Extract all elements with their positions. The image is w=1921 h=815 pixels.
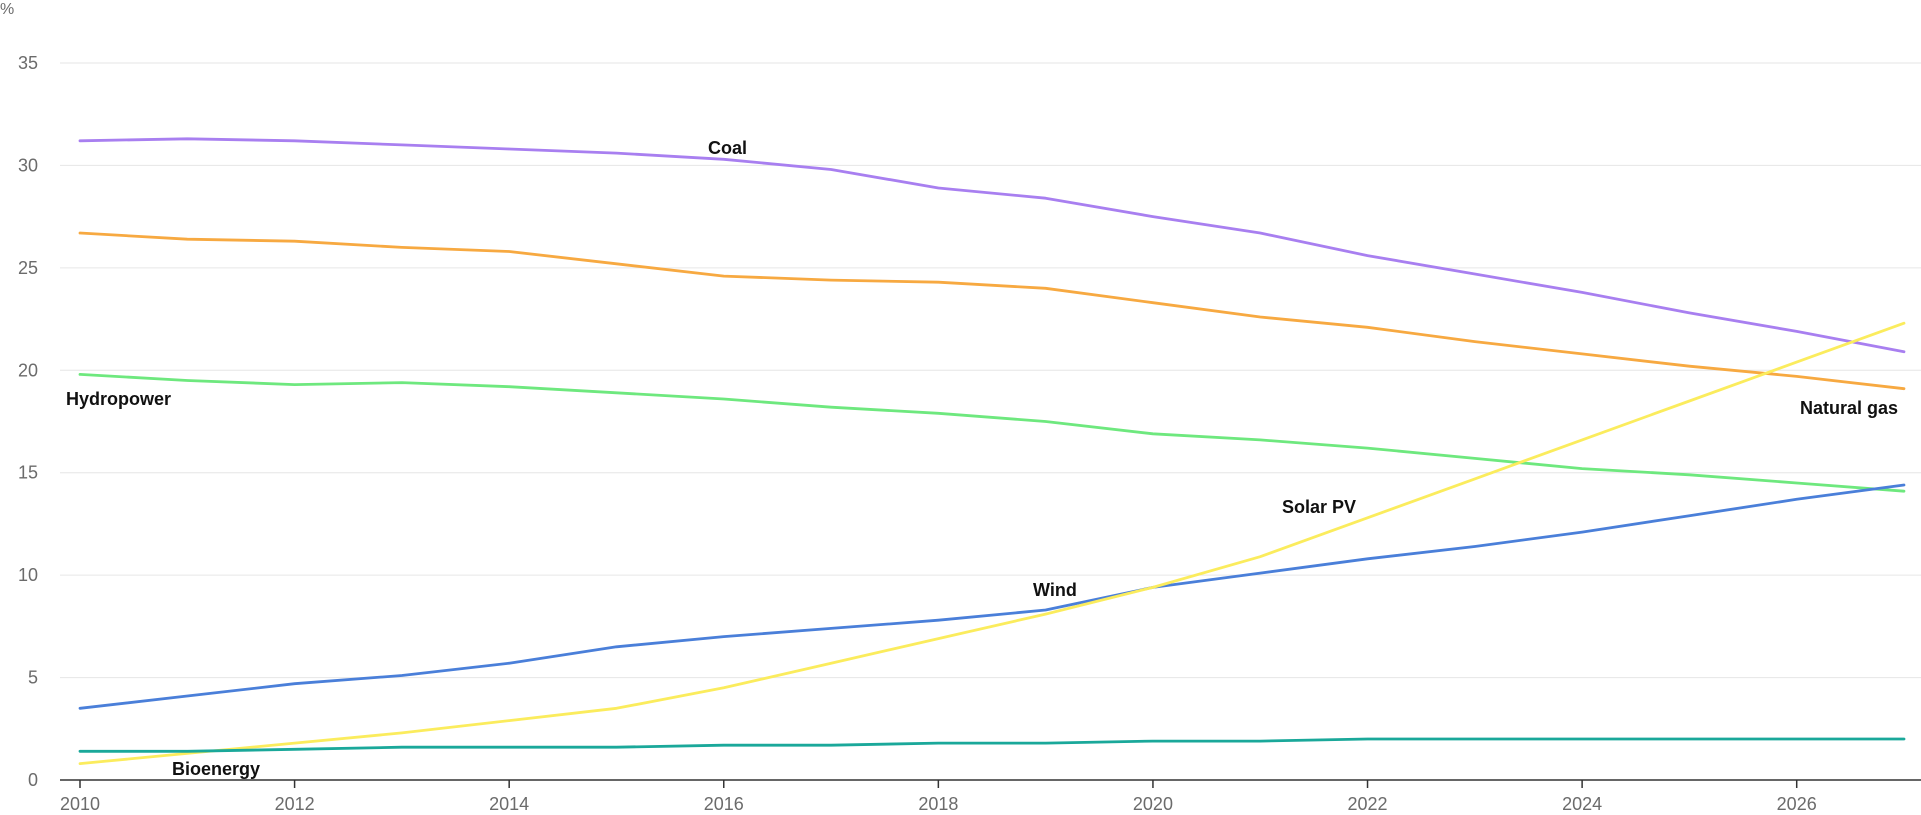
y-tick-label: 5: [28, 668, 38, 688]
y-tick-label: 20: [18, 360, 38, 380]
x-tick-label: 2020: [1133, 794, 1173, 814]
x-axis-tick-labels: 2010 2012 2014 2016 2018 2020 2022 2024 2026: [60, 780, 1817, 814]
x-tick-label: 2026: [1777, 794, 1817, 814]
y-tick-label: 15: [18, 463, 38, 483]
y-axis-unit-label: %: [0, 1, 14, 18]
series-label-hydropower: Hydropower: [66, 389, 171, 409]
series-label-solar-pv: Solar PV: [1282, 497, 1356, 517]
y-tick-label: 0: [28, 770, 38, 790]
x-tick-label: 2014: [489, 794, 529, 814]
series-line-coal: [78, 137, 1906, 354]
y-tick-label: 25: [18, 258, 38, 278]
series-line-natural-gas: [78, 231, 1906, 391]
series-label-wind: Wind: [1033, 580, 1077, 600]
series-label-coal: Coal: [708, 138, 747, 158]
series-line-bioenergy: [78, 737, 1906, 753]
y-tick-label: 30: [18, 155, 38, 175]
series-lines: [78, 137, 1906, 765]
x-tick-label: 2022: [1348, 794, 1388, 814]
y-tick-label: 10: [18, 565, 38, 585]
x-tick-label: 2018: [918, 794, 958, 814]
series-label-bioenergy: Bioenergy: [172, 759, 260, 779]
y-axis-tick-labels: 0 5 10 15 20 25 30 35: [18, 53, 38, 790]
series-line-wind: [78, 483, 1906, 710]
y-tick-label: 35: [18, 53, 38, 73]
x-tick-label: 2024: [1562, 794, 1602, 814]
series-labels: Coal Natural gas Hydropower Wind Solar PV Bio…: [66, 138, 1898, 779]
x-tick-label: 2010: [60, 794, 100, 814]
gridlines: [60, 62, 1921, 781]
series-label-natural-gas: Natural gas: [1800, 398, 1898, 418]
series-line-hydropower: [78, 373, 1906, 493]
x-tick-label: 2012: [275, 794, 315, 814]
x-tick-label: 2016: [704, 794, 744, 814]
series-line-solar-pv: [78, 321, 1906, 765]
